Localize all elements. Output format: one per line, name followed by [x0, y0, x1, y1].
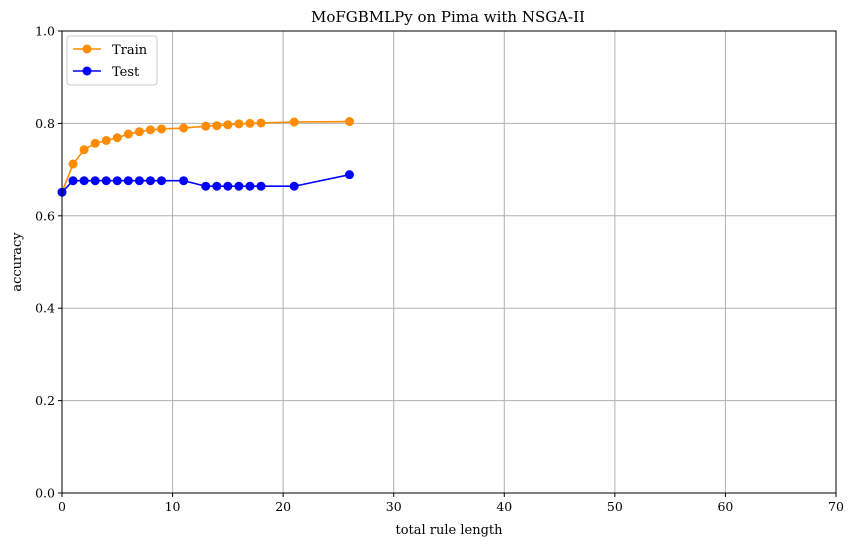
data-point-train [79, 145, 89, 155]
data-point-test [234, 181, 244, 191]
y-tick-label: 0.6 [35, 208, 55, 223]
data-point-train [201, 121, 211, 131]
chart-title: MoFGBMLPy on Pima with NSGA-II [311, 8, 585, 26]
data-point-test [179, 176, 189, 186]
data-point-test [134, 176, 144, 186]
data-point-train [234, 119, 244, 129]
plot-frame [61, 30, 837, 494]
legend-marker-test [82, 66, 92, 76]
x-tick-label: 40 [496, 499, 512, 514]
data-point-train [212, 121, 222, 131]
x-tick-label: 20 [275, 499, 291, 514]
data-point-train [256, 118, 266, 128]
legend-marker-train [82, 44, 92, 54]
data-point-test [123, 176, 133, 186]
data-point-train [245, 118, 255, 128]
ticks: 0 10 20 30 40 50 60 70 0.0 0.2 0.4 0.6 0.8 1.0 [35, 24, 844, 515]
data-point-test [112, 176, 122, 186]
x-tick-label: 30 [386, 499, 402, 514]
data-point-train [68, 159, 78, 169]
grid [61, 30, 837, 494]
data-point-train [112, 133, 122, 143]
data-point-test [245, 181, 255, 191]
x-tick-label: 60 [717, 499, 733, 514]
data-point-test [289, 181, 299, 191]
data-point-test [223, 181, 233, 191]
x-tick-label: 0 [58, 499, 66, 514]
data-point-train [289, 117, 299, 127]
data-point-train [179, 123, 189, 133]
y-tick-label: 0.2 [35, 393, 55, 408]
legend-label-train: Train [112, 43, 148, 58]
data-point-test [90, 176, 100, 186]
data-point-train [90, 138, 100, 148]
data-point-test [212, 181, 222, 191]
data-point-test [68, 176, 78, 186]
data-point-test [344, 170, 354, 180]
legend: Train Test [66, 35, 158, 86]
y-axis-label: accuracy [10, 232, 25, 292]
data-point-train [344, 117, 354, 127]
legend-label-test: Test [112, 65, 140, 80]
y-tick-label: 0.8 [35, 116, 55, 131]
data-point-test [79, 176, 89, 186]
data-point-train [157, 124, 167, 134]
data-point-train [223, 120, 233, 130]
y-tick-label: 0.0 [35, 486, 55, 501]
y-tick-label: 1.0 [35, 24, 55, 39]
x-axis-label: total rule length [395, 523, 503, 538]
series-layer [57, 117, 354, 197]
data-point-test [101, 176, 111, 186]
x-tick-label: 70 [828, 499, 844, 514]
data-point-test [201, 181, 211, 191]
data-point-train [145, 125, 155, 135]
data-point-train [123, 129, 133, 139]
y-tick-label: 0.4 [35, 301, 55, 316]
data-point-train [134, 127, 144, 137]
x-tick-label: 50 [607, 499, 623, 514]
data-point-test [256, 181, 266, 191]
data-point-train [101, 135, 111, 145]
data-point-test [145, 176, 155, 186]
x-tick-label: 10 [165, 499, 181, 514]
data-point-test [157, 176, 167, 186]
